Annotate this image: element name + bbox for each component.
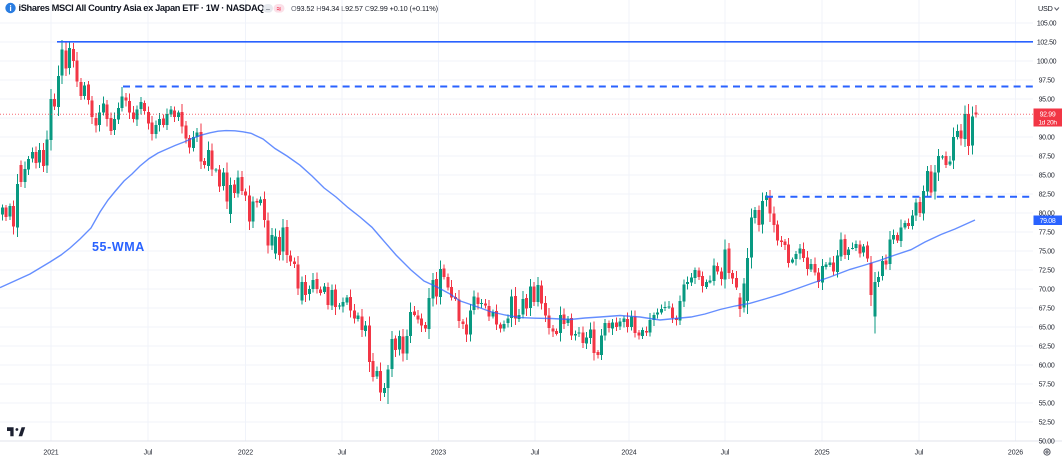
svg-text:95.00: 95.00 <box>1039 97 1055 104</box>
svg-text:50.00: 50.00 <box>1039 439 1055 446</box>
svg-text:57.50: 57.50 <box>1039 382 1055 389</box>
svg-text:1d 20h: 1d 20h <box>1038 120 1057 127</box>
svg-text:100.00: 100.00 <box>1037 59 1057 66</box>
svg-text:Jul: Jul <box>721 450 730 457</box>
svg-text:52.50: 52.50 <box>1039 420 1055 427</box>
svg-text:77.50: 77.50 <box>1039 230 1055 237</box>
svg-text:82.50: 82.50 <box>1039 192 1055 199</box>
svg-text:Jul: Jul <box>531 450 540 457</box>
svg-text:iShares MSCI All Country Asia: iShares MSCI All Country Asia ex Japan E… <box>19 3 265 13</box>
svg-text:Jul: Jul <box>144 450 153 457</box>
svg-text:79.08: 79.08 <box>1040 218 1056 225</box>
svg-text:65.00: 65.00 <box>1039 325 1055 332</box>
svg-text:70.00: 70.00 <box>1039 287 1055 294</box>
svg-text:2026: 2026 <box>1008 450 1023 457</box>
svg-text:USD: USD <box>1038 4 1053 13</box>
svg-text:2025: 2025 <box>814 450 829 457</box>
svg-text:2021: 2021 <box>43 450 58 457</box>
svg-text:97.50: 97.50 <box>1039 78 1055 85</box>
svg-text:60.00: 60.00 <box>1039 363 1055 370</box>
svg-text:2022: 2022 <box>238 450 253 457</box>
svg-text:67.50: 67.50 <box>1039 306 1055 313</box>
svg-text:55.00: 55.00 <box>1039 401 1055 408</box>
svg-text:92.99: 92.99 <box>1040 112 1056 119</box>
svg-text:105.00: 105.00 <box>1037 21 1057 28</box>
svg-text:2024: 2024 <box>621 450 636 457</box>
svg-text:85.00: 85.00 <box>1039 173 1055 180</box>
svg-text:–: – <box>266 6 270 13</box>
svg-text:62.50: 62.50 <box>1039 344 1055 351</box>
svg-text:O93.52 H94.34 L92.57 C92.99 +0: O93.52 H94.34 L92.57 C92.99 +0.10 (+0.11… <box>291 4 438 13</box>
svg-text:72.50: 72.50 <box>1039 268 1055 275</box>
svg-text:102.50: 102.50 <box>1037 40 1057 47</box>
svg-text:i: i <box>9 3 11 13</box>
svg-text:75.00: 75.00 <box>1039 249 1055 256</box>
svg-text:80.00: 80.00 <box>1039 211 1055 218</box>
svg-text:2023: 2023 <box>431 450 446 457</box>
svg-text:Jul: Jul <box>915 450 924 457</box>
svg-text:90.00: 90.00 <box>1039 135 1055 142</box>
svg-text:87.50: 87.50 <box>1039 154 1055 161</box>
svg-text:55-WMA: 55-WMA <box>92 240 145 254</box>
svg-text:Jul: Jul <box>338 450 347 457</box>
svg-text:≈: ≈ <box>277 4 282 13</box>
